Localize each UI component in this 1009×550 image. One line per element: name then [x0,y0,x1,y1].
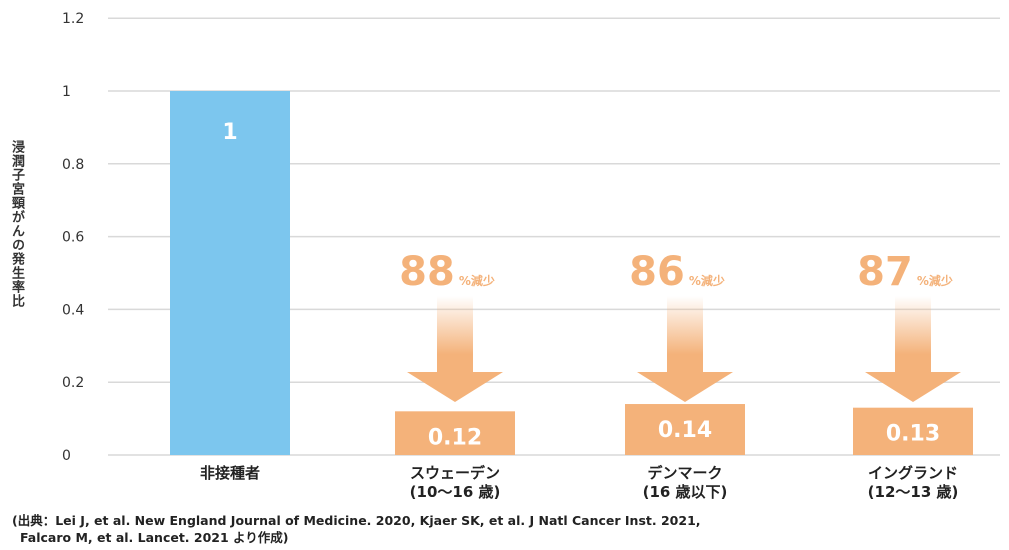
down-arrow-icon [637,296,733,402]
y-tick-label: 0.6 [62,230,84,246]
reduction-label: 86 %減少 [629,249,725,295]
bar-value-label: 0.12 [428,425,482,450]
x-category-sublabel: (12〜13 歳) [868,483,959,501]
y-tick-label: 0.4 [62,302,84,318]
y-axis-label: 浸潤子宮頸がんの発生率比 [9,140,24,308]
y-tick-label: 0.2 [62,375,84,391]
x-category-label: デンマーク [647,464,722,482]
y-tick-label: 0.8 [62,157,84,173]
bar-chart: 0 0.2 0.4 0.6 0.8 1 1.2 1 非接種者 0.12 スウェーデン(10〜16 … [62,11,1000,501]
bar-2 [395,411,515,455]
bar-value-label: 1 [222,120,237,145]
down-arrow-icon [407,296,503,402]
y-tick-label: 1 [62,84,71,100]
bar-value-label: 0.13 [886,422,940,447]
y-tick-label: 0 [62,448,71,464]
x-category-label: イングランド [868,464,958,482]
x-category-sublabel: (10〜16 歳) [410,483,501,501]
bar-1 [170,91,290,455]
bar-3 [625,404,745,455]
source-line-2: Falcaro M, et al. Lancet. 2021 より作成) [20,530,289,545]
x-category-label: スウェーデン [410,464,500,482]
reduction-label: 88 %減少 [399,249,495,295]
bar-value-label: 0.14 [658,418,712,443]
x-category-sublabel: (16 歳以下) [643,483,728,501]
y-tick-label: 1.2 [62,11,84,27]
source-citation: (出典：Lei J, et al. New England Journal of… [12,512,1002,546]
bar-4 [853,407,973,455]
down-arrow-icon [865,296,961,402]
x-category-label: 非接種者 [200,464,260,482]
reduction-label: 87 %減少 [857,249,953,295]
source-line-1: (出典：Lei J, et al. New England Journal of… [12,513,701,528]
